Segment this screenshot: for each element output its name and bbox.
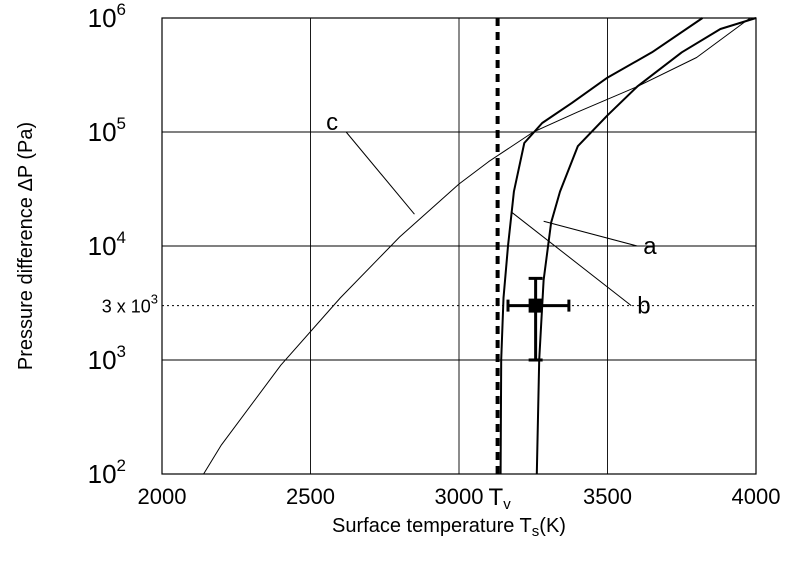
y-tick-exp-1: 3 — [117, 342, 126, 361]
y-tick-exp-2: 4 — [117, 228, 126, 247]
plot-frame — [161, 17, 757, 475]
x-tick-label-0: 2000 — [138, 484, 187, 509]
x-axis-title: Surface temperature Ts(K) — [332, 515, 566, 540]
y-tick-label-2: 104 — [88, 228, 126, 261]
y-tick-exp-0: 2 — [117, 456, 126, 475]
measurement-marker — [528, 298, 543, 313]
y-tick-exp-3: 5 — [117, 114, 126, 133]
annotations: a b c — [326, 109, 657, 320]
axis-titles: Surface temperature Ts(K) Pressure differ… — [15, 122, 566, 540]
y-tick-label-0: 102 — [88, 456, 126, 489]
horizontal-reference-label-base: 3 x 10 — [102, 297, 151, 317]
annotation-leader-b — [510, 211, 632, 307]
x-axis-title-sub: s — [532, 523, 540, 540]
annotation-leader-c — [345, 131, 415, 215]
x-tick-label-1: 2500 — [286, 484, 335, 509]
annotation-label-c: c — [326, 109, 338, 136]
y-tick-base-0: 10 — [88, 459, 117, 489]
x-axis-title-unit: (K) — [539, 515, 566, 537]
y-tick-label-3: 105 — [88, 114, 126, 147]
vertical-reference-label: Tv — [489, 484, 512, 513]
y-tick-base-4: 10 — [88, 3, 117, 33]
y-axis-title: Pressure difference ΔP (Pa) — [15, 122, 37, 370]
y-tick-base-1: 10 — [88, 345, 117, 375]
vertical-reference-label-base: T — [489, 484, 504, 511]
x-tick-label-2: 3000 — [435, 484, 484, 509]
y-tick-label-1: 103 — [88, 342, 126, 375]
horizontal-reference-label: 3 x 103 — [102, 292, 158, 317]
y-tick-exp-4: 6 — [117, 0, 126, 19]
x-tick-label-3: 3500 — [583, 484, 632, 509]
annotation-label-a: a — [643, 233, 657, 260]
series-line-b — [499, 17, 704, 475]
y-tick-base-2: 10 — [88, 231, 117, 261]
series-line-c — [203, 17, 751, 475]
vertical-reference-label-sub: v — [503, 496, 511, 513]
y-tick-label-4: 106 — [88, 0, 126, 33]
y-tick-base-3: 10 — [88, 117, 117, 147]
reference-lines — [162, 18, 756, 474]
horizontal-reference-label-exp: 3 — [151, 292, 158, 307]
annotation-label-b: b — [637, 293, 650, 320]
x-tick-label-4: 4000 — [732, 484, 781, 509]
measurement-point — [506, 276, 571, 362]
grid — [161, 17, 757, 475]
x-axis-title-main: Surface temperature T — [332, 515, 532, 537]
annotation-leader-a — [543, 220, 638, 247]
